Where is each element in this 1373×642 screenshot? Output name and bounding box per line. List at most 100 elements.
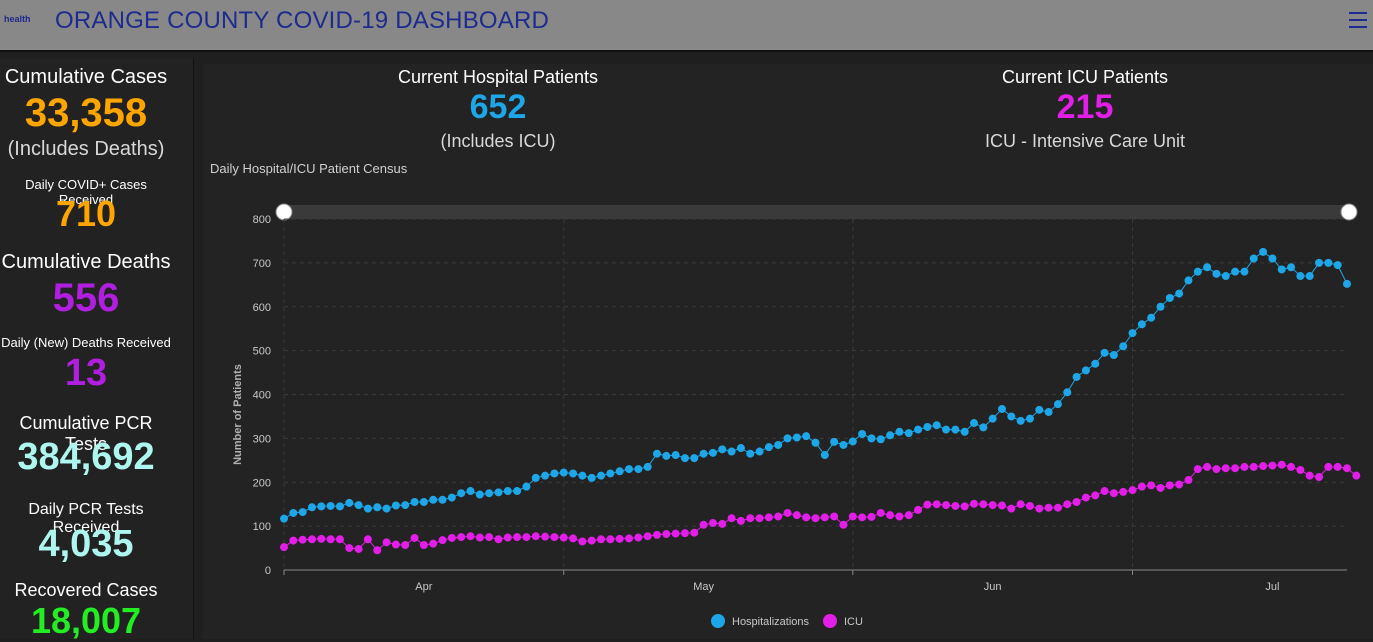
data-point (466, 487, 475, 496)
data-point (1016, 500, 1025, 509)
data-point (1305, 471, 1314, 480)
data-point (923, 422, 932, 431)
data-point (354, 501, 363, 510)
data-point (811, 438, 820, 447)
data-point (1268, 254, 1277, 263)
data-point (914, 425, 923, 434)
daily-pcr-value: 4,035 (38, 523, 134, 565)
data-point (652, 449, 661, 458)
icu-patients-note: ICU - Intensive Care Unit (984, 131, 1186, 151)
hospital-patients-note: (Includes ICU) (440, 131, 556, 151)
data-point (1249, 462, 1258, 471)
data-point (680, 529, 689, 538)
data-point (848, 437, 857, 446)
x-tick-label: Apr (415, 581, 432, 593)
data-point (1091, 491, 1100, 500)
data-point (513, 487, 522, 496)
data-point (1147, 481, 1156, 490)
health-logo[interactable]: health (4, 14, 44, 32)
data-point (1137, 320, 1146, 329)
data-point (597, 471, 606, 480)
data-point (652, 530, 661, 539)
data-point (1296, 272, 1305, 281)
data-point (904, 429, 913, 438)
data-point (1109, 351, 1118, 360)
data-point (1287, 462, 1296, 471)
data-point (886, 431, 895, 440)
data-point (1128, 486, 1137, 495)
hamburger-menu-icon[interactable] (1349, 12, 1367, 30)
data-point (466, 532, 475, 541)
data-point (550, 469, 559, 478)
recovered-label: Recovered Cases (14, 580, 158, 600)
data-point (1072, 372, 1081, 381)
data-point (970, 499, 979, 508)
data-point (410, 497, 419, 506)
data-point (662, 451, 671, 460)
data-point (1268, 461, 1277, 470)
data-point (1091, 359, 1100, 368)
data-point (960, 427, 969, 436)
data-point (606, 469, 615, 478)
data-point (1165, 481, 1174, 490)
legend-marker[interactable] (711, 614, 725, 628)
data-point (1193, 465, 1202, 474)
data-point (979, 423, 988, 432)
data-point (1063, 500, 1072, 509)
data-point (457, 489, 466, 498)
data-point (382, 538, 391, 547)
data-point (280, 543, 288, 552)
data-point (1128, 329, 1137, 338)
legend-label[interactable]: ICU (844, 616, 863, 628)
data-point (951, 501, 960, 510)
data-point (522, 533, 531, 542)
patient-census-chart: 0 100 200 300 400 500 600 700 800 Apr May Jun Jul Num… (232, 203, 1361, 628)
data-point (326, 535, 335, 544)
range-slider-end-handle[interactable] (1340, 203, 1358, 221)
data-point (718, 445, 727, 454)
data-point (634, 465, 643, 474)
data-point (1203, 263, 1212, 272)
data-point (1156, 483, 1165, 492)
data-point (587, 536, 596, 545)
legend-label[interactable]: Hospitalizations (732, 616, 810, 628)
data-point (391, 540, 400, 549)
data-point (289, 536, 298, 545)
data-point (531, 532, 540, 541)
legend-marker[interactable] (823, 614, 837, 628)
data-point (280, 514, 288, 523)
data-point (475, 533, 484, 542)
data-point (326, 501, 335, 510)
data-point (587, 473, 596, 482)
daily-pcr-label: Daily PCR Tests Received (28, 501, 144, 536)
data-point (1315, 472, 1324, 481)
data-point (391, 501, 400, 510)
data-point (363, 504, 372, 513)
data-point (1165, 293, 1174, 302)
data-point (447, 493, 456, 502)
data-point (1081, 366, 1090, 375)
data-point (802, 432, 811, 441)
logo-text: health (4, 14, 31, 24)
data-point (942, 425, 951, 434)
data-point (690, 454, 699, 463)
range-slider-start-handle[interactable] (275, 203, 293, 221)
data-point (485, 489, 494, 498)
data-point (559, 468, 568, 477)
data-point (699, 520, 708, 529)
data-point (988, 414, 997, 423)
data-point (317, 534, 326, 543)
data-point (923, 500, 932, 509)
cumulative-cases-label: Cumulative Cases (4, 66, 168, 88)
data-point (410, 533, 419, 542)
cumulative-cases-value: 33,358 (24, 91, 148, 135)
data-point (774, 512, 783, 521)
data-point (820, 513, 829, 522)
x-tick-label: Jul (1265, 581, 1279, 593)
y-tick-label: 100 (253, 521, 271, 533)
data-point (708, 448, 717, 457)
data-point (541, 532, 550, 541)
y-tick-label: 0 (265, 565, 271, 577)
data-point (634, 533, 643, 542)
data-point (1231, 267, 1240, 276)
